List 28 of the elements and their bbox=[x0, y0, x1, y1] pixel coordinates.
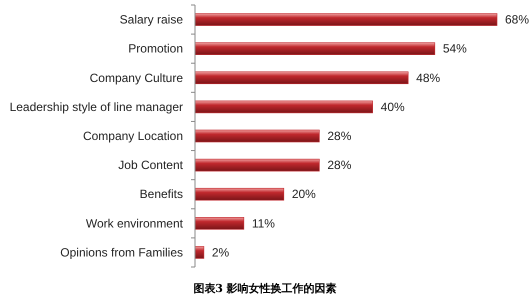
bar bbox=[194, 42, 436, 55]
y-tick-label: Work environment bbox=[86, 216, 184, 230]
bar bbox=[194, 246, 204, 259]
y-tick-label: Benefits bbox=[140, 187, 183, 202]
data-label: 28% bbox=[327, 129, 352, 143]
y-tick-label: Leadership style of line manager bbox=[10, 100, 184, 114]
bar bbox=[194, 188, 284, 201]
bar bbox=[194, 158, 320, 172]
data-label: 54% bbox=[442, 42, 468, 56]
y-tick-label: Job Content bbox=[118, 158, 184, 172]
bar bbox=[194, 130, 320, 142]
bar bbox=[194, 71, 408, 84]
bar bbox=[194, 217, 244, 230]
y-tick-label: Company Location bbox=[82, 129, 183, 143]
y-tick-label: Company Culture bbox=[90, 70, 184, 85]
bar bbox=[194, 100, 373, 114]
data-label: 28% bbox=[327, 158, 352, 172]
data-label: 40% bbox=[380, 100, 405, 114]
data-label: 11% bbox=[252, 216, 276, 230]
bar bbox=[194, 13, 498, 26]
y-tick-label: Promotion bbox=[128, 42, 183, 56]
data-label: 20% bbox=[292, 187, 316, 202]
text: 图表3 影响女性换工作的因素 bbox=[193, 282, 337, 295]
y-tick-label: Opinions from Families bbox=[60, 245, 183, 260]
data-label: 68% bbox=[505, 12, 530, 27]
data-label: 48% bbox=[416, 70, 441, 85]
data-label: 2% bbox=[212, 245, 230, 260]
y-tick-label: Salary raise bbox=[120, 12, 184, 27]
